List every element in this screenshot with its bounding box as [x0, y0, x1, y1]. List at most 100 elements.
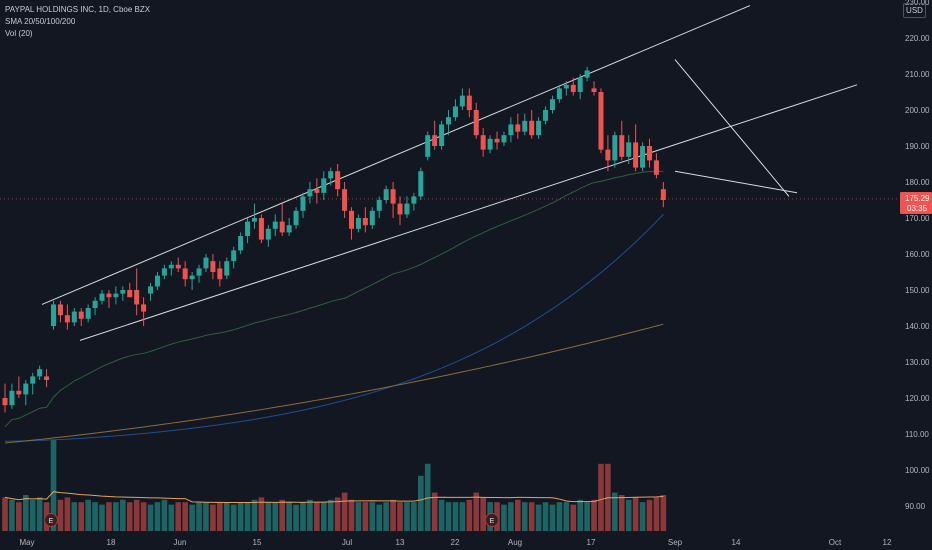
- time-tick-label: 13: [396, 538, 405, 547]
- volume-bar: [300, 502, 306, 531]
- sma-indicator-label[interactable]: SMA 20/50/100/200: [5, 17, 76, 26]
- candle-body: [189, 275, 195, 280]
- candle-body: [154, 275, 160, 287]
- candle-body: [404, 203, 410, 215]
- time-axis: May 18 Jun 15 Jul 13 22 Aug 17 Sep 14 Oct 12: [19, 538, 892, 547]
- candle-body: [577, 77, 583, 92]
- volume-bar: [598, 463, 604, 531]
- volume-bar: [369, 502, 376, 531]
- volume-bar: [508, 502, 514, 531]
- candle-body: [459, 95, 465, 107]
- time-tick-label: 15: [253, 538, 262, 547]
- candle-body: [120, 290, 126, 294]
- candle-body: [536, 120, 542, 136]
- candle-body: [23, 383, 29, 395]
- candle-body: [85, 308, 91, 319]
- candle-body: [335, 171, 341, 190]
- candle-body: [425, 135, 431, 157]
- volume-bar: [625, 499, 632, 531]
- candle-body: [106, 293, 112, 298]
- volume-bar: [355, 502, 362, 531]
- earnings-marker[interactable]: [485, 513, 499, 527]
- volume-bar: [466, 499, 473, 531]
- candle-body: [549, 99, 555, 110]
- volume-bar: [452, 502, 459, 531]
- volume-bar: [230, 504, 237, 531]
- candle-body: [563, 84, 569, 89]
- price-tick-label: 150.00: [905, 286, 930, 295]
- candle-body: [584, 70, 590, 78]
- candle-body: [64, 315, 70, 323]
- candle-body: [168, 264, 174, 269]
- price-axis: 90.00 100.00 110.00 120.00 130.00 140.00 150.0…: [905, 0, 930, 511]
- volume-bar: [563, 502, 570, 531]
- candle-body: [529, 120, 535, 136]
- time-tick-label: Jun: [174, 538, 187, 547]
- candle-body: [355, 218, 361, 229]
- volume-bar: [286, 502, 292, 531]
- price-tick-label: 200.00: [905, 106, 930, 115]
- volume-bar: [320, 502, 327, 531]
- time-tick-label: Aug: [508, 538, 522, 547]
- candle-body: [397, 203, 403, 215]
- volume-bar: [535, 504, 542, 531]
- volume-bar: [147, 504, 154, 531]
- earnings-marker-label: E: [490, 518, 495, 525]
- candle-body: [633, 142, 639, 168]
- volume-bar: [418, 475, 424, 531]
- candle-body: [653, 160, 659, 175]
- volume-bar: [404, 502, 410, 531]
- candle-body: [231, 250, 237, 262]
- volume-bar: [528, 502, 535, 531]
- candle-body: [612, 135, 618, 161]
- earnings-marker[interactable]: [44, 513, 58, 527]
- volume-bar: [618, 495, 625, 531]
- moving-averages: [4, 170, 664, 504]
- trend-line[interactable]: [41, 5, 751, 305]
- candle-body: [182, 268, 188, 280]
- candle-body: [279, 221, 285, 233]
- candle-body: [210, 261, 216, 272]
- last-price-value: 175.29: [905, 194, 930, 203]
- volume-bar: [251, 499, 258, 531]
- currency-button[interactable]: USD: [903, 3, 926, 18]
- volume-bar: [473, 492, 480, 531]
- candle-body: [161, 268, 167, 276]
- price-tick-label: 110.00: [905, 430, 929, 439]
- volume-bar: [140, 502, 147, 531]
- trend-line[interactable]: [79, 84, 858, 341]
- trend-line[interactable]: [674, 170, 798, 194]
- volume-bar: [154, 502, 161, 531]
- candle-body: [432, 135, 438, 146]
- candle-body: [92, 300, 98, 308]
- volume-bar: [64, 497, 71, 531]
- volume-bar: [459, 502, 466, 531]
- volume-bar: [210, 504, 216, 531]
- symbol-title: PAYPAL HOLDINGS INC, 1D, Cboe BZX: [5, 5, 151, 14]
- candle-body: [99, 293, 105, 301]
- candle-body: [245, 221, 251, 236]
- volume-sma-line: [4, 491, 664, 504]
- candle-body: [640, 146, 646, 168]
- volume-bar: [390, 499, 396, 531]
- candle-body: [473, 110, 479, 136]
- volume-indicator-label[interactable]: Vol (20): [5, 29, 33, 38]
- price-tick-label: 220.00: [905, 34, 930, 43]
- volume-bar: [411, 502, 417, 531]
- candle-body: [78, 311, 84, 319]
- bar-countdown: 03:35: [907, 204, 928, 213]
- price-tick-label: 100.00: [905, 466, 930, 475]
- volume-bar: [445, 502, 452, 531]
- trend-lines: [41, 5, 858, 341]
- volume-bar: [182, 502, 188, 531]
- candle-body: [646, 146, 652, 161]
- candle-body: [383, 189, 389, 200]
- trend-line[interactable]: [674, 59, 790, 197]
- candle-body: [314, 189, 320, 193]
- volume-bar: [99, 504, 105, 531]
- candle-body: [362, 218, 368, 226]
- candle-body: [494, 138, 500, 143]
- volume-bar: [203, 502, 209, 531]
